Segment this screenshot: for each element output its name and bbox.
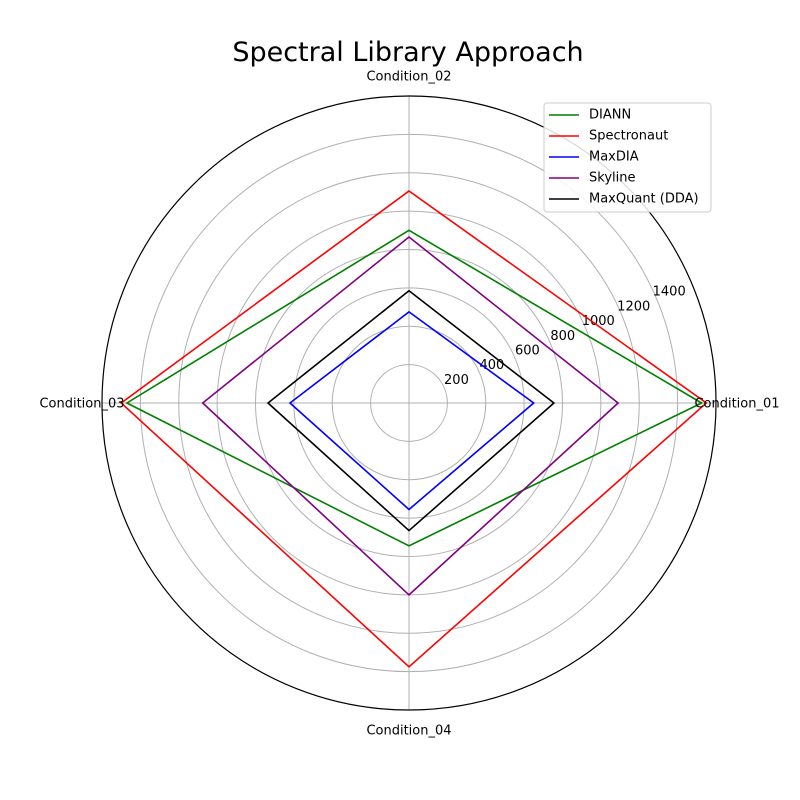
- r-tick-label: 400: [479, 358, 504, 373]
- category-label: Condition_03: [39, 397, 124, 412]
- r-tick-label: 600: [515, 343, 540, 358]
- category-label: Condition_02: [366, 70, 451, 85]
- legend-label: Spectronaut: [589, 129, 668, 144]
- r-tick-label: 1200: [617, 299, 650, 314]
- polar-frame: [101, 95, 717, 711]
- legend-label: Skyline: [589, 171, 635, 186]
- r-tick-label: 200: [444, 373, 469, 388]
- series-line-skyline: [201, 235, 620, 596]
- chart-title: Spectral Library Approach: [232, 37, 583, 68]
- r-tick-label: 1400: [653, 285, 686, 300]
- category-label: Condition_04: [366, 724, 451, 739]
- series-line-spectronaut: [119, 190, 708, 668]
- series-line-diann: [125, 229, 704, 547]
- r-tick-label: 800: [550, 329, 575, 344]
- series-layer: [119, 190, 708, 668]
- r-tick-label: 1000: [582, 314, 615, 329]
- legend-label: DIANN: [589, 108, 631, 123]
- category-label: Condition_01: [694, 397, 779, 412]
- legend: DIANN Spectronaut MaxDIA Skyline MaxQuant (D…: [543, 102, 712, 213]
- series-line-maxquant-dda: [266, 289, 556, 532]
- legend-label: MaxDIA: [589, 150, 639, 165]
- legend-box: [543, 102, 712, 213]
- category-labels: Condition_01 Condition_02 Condition_03 Cond…: [39, 70, 779, 739]
- series-line-maxdia: [288, 310, 535, 511]
- legend-label: MaxQuant (DDA): [589, 192, 699, 207]
